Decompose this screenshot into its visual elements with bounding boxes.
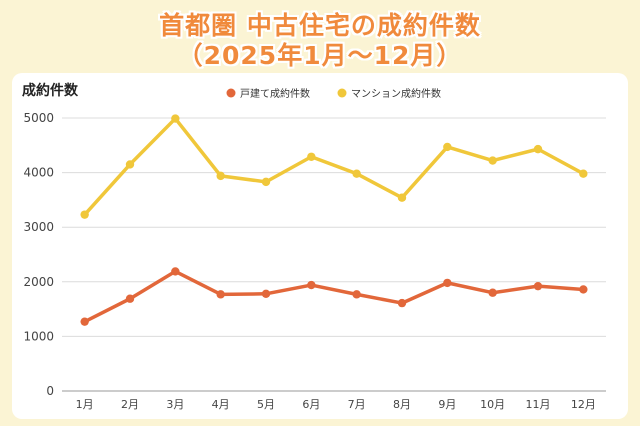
x-tick-label: 8月 [393, 398, 411, 411]
data-point-1 [397, 298, 407, 308]
x-tick-label: 10月 [480, 398, 505, 411]
data-point-1 [443, 278, 452, 288]
data-point-1 [261, 289, 271, 299]
y-tick-label: 0 [46, 384, 54, 398]
y-tick-label: 1000 [23, 329, 54, 343]
data-point-1 [579, 285, 588, 294]
x-tick-label: 5月 [257, 398, 275, 411]
data-point-1 [171, 267, 180, 276]
chart-subtitle: （2025年1月〜12月） [177, 41, 463, 70]
line-chart: 成約件数 戸建て成約件数 マンション成約件数 0 1000 2000 3000 4000 5… [22, 82, 606, 411]
legend-marker [337, 88, 347, 98]
x-axis-ticks: 1月 2月 3月 4月 5月 6月 7月 8月 9月 10月 11月 12月 [76, 398, 596, 411]
x-tick-label: 1月 [76, 398, 94, 411]
chart-title: 首都圏 中古住宅の成約件数 [159, 11, 481, 40]
y-tick-label: 5000 [23, 111, 54, 125]
data-point-2 [171, 114, 180, 123]
y-tick-label: 2000 [23, 275, 54, 289]
grid [62, 117, 606, 392]
x-tick-label: 12月 [571, 398, 596, 411]
data-point-2 [307, 152, 316, 161]
x-tick-label: 7月 [348, 398, 366, 411]
x-tick-label: 9月 [438, 398, 456, 411]
data-point-1 [125, 294, 135, 303]
y-axis-title: 成約件数 [22, 82, 79, 99]
data-point-1 [216, 290, 225, 299]
data-point-1 [352, 290, 361, 299]
data-point-1 [307, 280, 316, 290]
x-tick-label: 2月 [121, 398, 139, 411]
data-point-2 [533, 144, 543, 154]
data-point-2 [488, 156, 497, 165]
data-point-2 [352, 169, 361, 178]
x-tick-label: 4月 [212, 398, 230, 411]
x-tick-label: 11月 [526, 398, 551, 411]
data-point-1 [80, 317, 89, 326]
legend-marker [226, 88, 236, 98]
series-line-2 [82, 116, 586, 217]
y-axis-ticks: 0 1000 2000 3000 4000 5000 [23, 111, 54, 398]
data-point-2 [579, 169, 588, 178]
legend-label: マンション成約件数 [351, 87, 441, 100]
x-tick-label: 6月 [302, 398, 320, 411]
data-point-2 [397, 193, 407, 202]
data-point-1 [488, 288, 497, 297]
y-tick-label: 4000 [23, 166, 54, 180]
y-tick-label: 3000 [23, 220, 54, 234]
series-line-1 [82, 269, 586, 324]
data-point-2 [80, 210, 89, 219]
series-layer [80, 114, 588, 326]
legend: 戸建て成約件数 マンション成約件数 [226, 87, 441, 100]
data-point-2 [443, 142, 452, 152]
data-point-2 [125, 160, 135, 169]
data-point-2 [216, 171, 225, 181]
data-point-2 [261, 177, 271, 187]
chart-panel: 成約件数 戸建て成約件数 マンション成約件数 0 1000 2000 3000 4000 5… [12, 73, 628, 419]
x-tick-label: 3月 [166, 398, 184, 411]
legend-label: 戸建て成約件数 [240, 87, 310, 100]
data-point-1 [533, 281, 543, 291]
